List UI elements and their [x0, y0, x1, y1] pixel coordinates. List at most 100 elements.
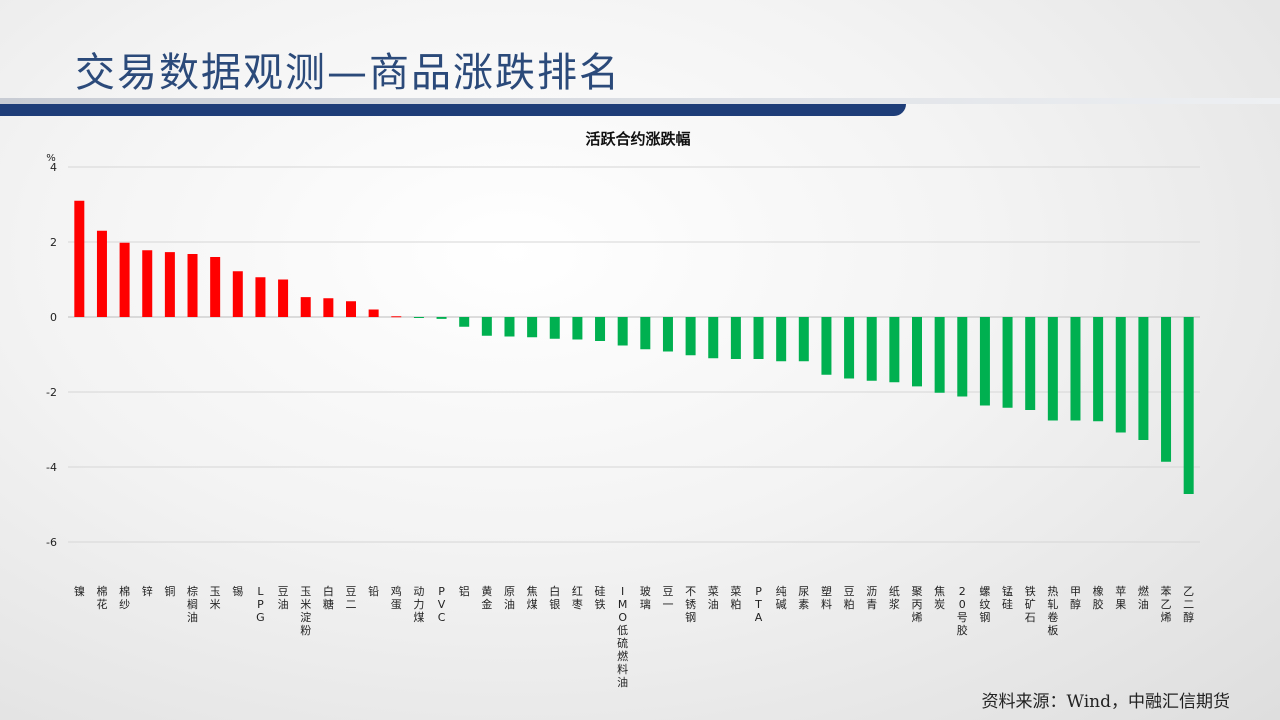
- bar-塑料: [821, 317, 832, 375]
- x-tick-label: 棉纱: [119, 584, 130, 611]
- x-tick-label: 豆油: [278, 585, 289, 611]
- x-tick-label: 甲醇: [1070, 585, 1081, 611]
- x-tick-label: 铅: [368, 584, 379, 598]
- x-tick-label: 动力煤: [413, 585, 424, 624]
- bar-橡胶: [1093, 317, 1104, 422]
- bar-PTA: [753, 317, 764, 359]
- x-tick-label: 玉米: [210, 585, 221, 611]
- title-underline-dark: [0, 104, 906, 116]
- x-tick-label: 铜: [164, 584, 175, 598]
- bar-PVC: [436, 317, 447, 319]
- x-tick-label: 尿素: [798, 585, 809, 611]
- x-tick-label: 纸浆: [889, 585, 900, 611]
- x-tick-label: 沥青: [866, 585, 877, 611]
- bar-甲醇: [1070, 317, 1081, 421]
- y-tick-label: 0: [50, 311, 57, 324]
- x-tick-label: 红枣: [572, 585, 583, 611]
- x-tick-label: 棕榈油: [187, 584, 198, 624]
- bar-热轧卷板: [1047, 317, 1058, 421]
- x-tick-label: 白糖: [323, 584, 334, 611]
- x-tick-label: 玉米淀粉: [300, 585, 311, 637]
- x-tick-label: 热轧卷板: [1047, 585, 1058, 637]
- bar-原油: [504, 317, 515, 337]
- x-tick-label: I M O 低硫燃料油: [617, 585, 628, 689]
- bar-焦炭: [934, 317, 945, 393]
- bar-玉米淀粉: [300, 297, 311, 317]
- x-tick-label: 硅铁: [595, 585, 606, 611]
- x-tick-label: 苯乙烯: [1161, 584, 1172, 624]
- bar-尿素: [798, 317, 809, 362]
- x-tick-label: 豆一: [662, 585, 673, 611]
- bar-棉花: [96, 230, 107, 317]
- x-tick-label: 黄金: [481, 584, 492, 611]
- x-tick-label: 锌: [142, 584, 153, 598]
- bar-鸡蛋: [391, 316, 402, 318]
- bar-焦煤: [527, 317, 538, 338]
- bar-白银: [549, 317, 560, 339]
- x-tick-label: 橡胶: [1093, 585, 1104, 611]
- bar-铅: [368, 309, 379, 317]
- bar-锰硅: [1002, 317, 1013, 408]
- x-tick-label: 焦炭: [934, 585, 945, 611]
- x-tick-label: 镍: [74, 584, 85, 598]
- bar-棉纱: [119, 242, 130, 317]
- x-tick-label: 不锈钢: [685, 585, 696, 624]
- bar-纯碱: [776, 317, 787, 362]
- x-tick-label: 豆粕: [844, 585, 855, 611]
- bar-豆粕: [844, 317, 855, 379]
- bar-动力煤: [413, 317, 424, 318]
- y-tick-label: -6: [46, 536, 57, 549]
- bar-燃油: [1138, 317, 1149, 440]
- x-tick-label: 2 0 号胶: [957, 585, 968, 637]
- bar-菜粕: [730, 317, 741, 359]
- bar-玻璃: [640, 317, 651, 350]
- bar-螺纹钢: [979, 317, 990, 406]
- x-tick-label: 白银: [549, 584, 560, 611]
- bar-红枣: [572, 317, 583, 340]
- bar-20号胶: [957, 317, 968, 397]
- bar-纸浆: [889, 317, 900, 383]
- x-tick-label: 豆二: [346, 585, 357, 611]
- bar-铁矿石: [1025, 317, 1036, 410]
- x-tick-label: 乙二醇: [1183, 585, 1194, 624]
- data-source: 资料来源：Wind，中融汇信期货: [981, 692, 1230, 712]
- bar-豆二: [346, 301, 356, 317]
- bar-不锈钢: [685, 317, 696, 356]
- y-tick-label: -4: [46, 461, 57, 474]
- x-tick-label: 锰硅: [1002, 584, 1013, 611]
- bar-硅铁: [595, 317, 606, 341]
- x-tick-label: 聚丙烯: [912, 585, 923, 624]
- x-tick-label: 纯碱: [776, 585, 787, 611]
- x-tick-label: 塑料: [821, 584, 832, 611]
- x-tick-label: 焦煤: [527, 585, 538, 611]
- bar-棕榈油: [187, 254, 198, 317]
- bar-豆油: [278, 279, 289, 317]
- bar-苯乙烯: [1161, 317, 1172, 462]
- x-tick-label: 燃油: [1138, 584, 1149, 611]
- bar-豆一: [662, 317, 673, 352]
- bar-镍: [74, 200, 85, 317]
- title-underline-light: [0, 98, 1280, 104]
- x-tick-label: 锡: [232, 584, 243, 598]
- x-tick-label: 原油: [504, 585, 515, 611]
- bar-白糖: [323, 298, 334, 317]
- bar-乙二醇: [1183, 317, 1194, 494]
- x-tick-label: 铁矿石: [1025, 585, 1036, 624]
- y-tick-label: -2: [46, 386, 57, 399]
- x-tick-label: 铝: [459, 584, 470, 598]
- bar-铜: [164, 252, 175, 317]
- bar-沥青: [866, 317, 877, 381]
- x-tick-label: 螺纹钢: [979, 585, 990, 624]
- y-tick-label: 2: [50, 236, 57, 249]
- bar-LPG: [255, 277, 266, 317]
- bar-锡: [232, 271, 243, 317]
- bar-IMO低硫燃料油: [617, 317, 628, 346]
- bar-黄金: [481, 317, 492, 336]
- bar-玉米: [210, 257, 221, 317]
- x-tick-label: 菜粕: [730, 585, 741, 611]
- y-tick-label: 4: [50, 161, 57, 174]
